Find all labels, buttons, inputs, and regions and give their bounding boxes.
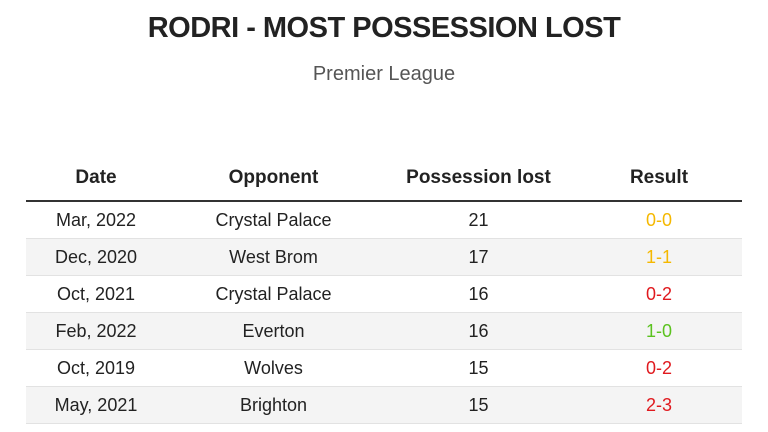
- cell-date: Dec, 2020: [54, 246, 138, 267]
- table-row: Dec, 2020 West Brom 17 1-1: [26, 239, 742, 276]
- table-header: Date Opponent Possession lost Result: [26, 156, 742, 202]
- header-opponent: Opponent: [228, 167, 319, 188]
- table-row: Oct, 2019 Wolves 15 0-2: [26, 350, 742, 387]
- cell-opponent: Crystal Palace: [215, 283, 332, 304]
- header-result: Result: [629, 167, 689, 188]
- cell-date: May, 2021: [54, 394, 138, 415]
- cell-possession-lost: 15: [468, 357, 489, 378]
- table-row: Oct, 2021 Crystal Palace 16 0-2: [26, 276, 742, 313]
- cell-date: Oct, 2019: [56, 357, 136, 378]
- header-date: Date: [75, 167, 117, 188]
- table-body: Mar, 2022 Crystal Palace 21 0-0 Dec, 2020 Wes…: [26, 202, 742, 424]
- cell-opponent: Crystal Palace: [215, 209, 332, 230]
- cell-possession-lost: 16: [468, 320, 489, 341]
- cell-possession-lost: 16: [468, 283, 489, 304]
- cell-possession-lost: 17: [468, 246, 489, 267]
- cell-possession-lost: 21: [468, 209, 489, 230]
- cell-opponent: Brighton: [239, 394, 308, 415]
- cell-result: 2-3: [645, 394, 672, 415]
- cell-opponent: Everton: [242, 320, 305, 341]
- cell-date: Feb, 2022: [55, 320, 137, 341]
- cell-result: 0-2: [645, 357, 672, 378]
- cell-opponent: Wolves: [244, 357, 303, 378]
- cell-date: Mar, 2022: [55, 209, 137, 230]
- header-possession-lost: Possession lost: [406, 167, 551, 188]
- table-row: Feb, 2022 Everton 16 1-0: [26, 313, 742, 350]
- cell-date: Oct, 2021: [56, 283, 136, 304]
- cell-result: 1-0: [645, 320, 672, 341]
- cell-result: 0-2: [645, 283, 672, 304]
- chart-title: RODRI - MOST POSSESSION LOST: [147, 12, 621, 44]
- possession-table: Date Opponent Possession lost Result Mar…: [26, 156, 742, 424]
- cell-opponent: West Brom: [229, 246, 318, 267]
- cell-result: 0-0: [645, 209, 672, 230]
- chart-subtitle: Premier League: [312, 63, 456, 85]
- cell-possession-lost: 15: [468, 394, 489, 415]
- table-row: Mar, 2022 Crystal Palace 21 0-0: [26, 202, 742, 239]
- table-row: May, 2021 Brighton 15 2-3: [26, 387, 742, 424]
- cell-result: 1-1: [645, 246, 672, 267]
